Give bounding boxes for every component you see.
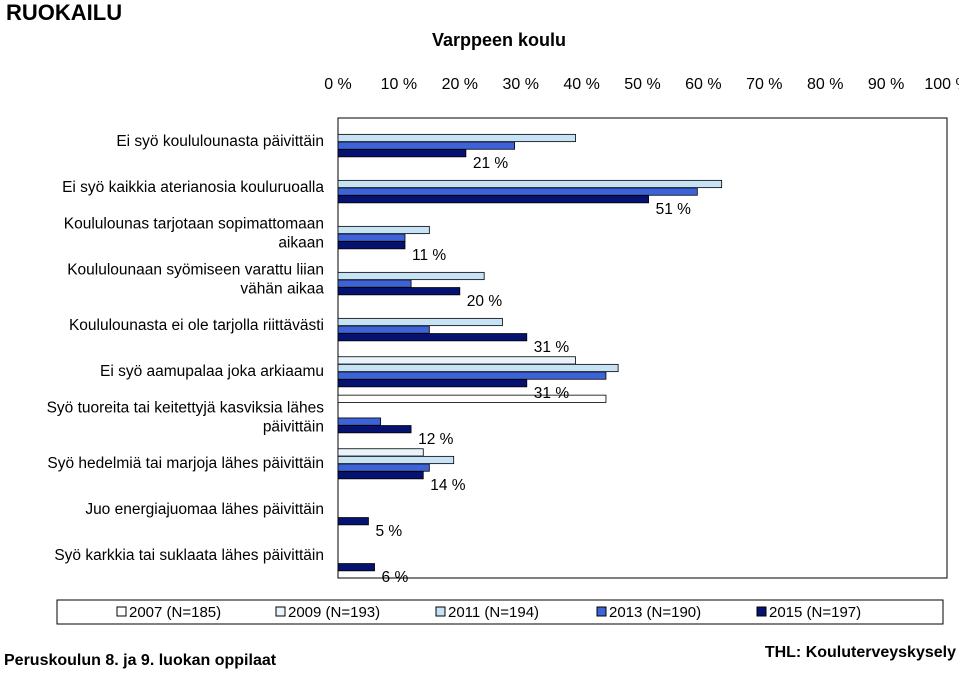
- x-tick-label: 20 %: [442, 76, 478, 93]
- bar: [337, 179, 723, 189]
- bar: [337, 394, 607, 403]
- legend-label: 2009 (N=193): [288, 604, 380, 621]
- legend-label: 2011 (N=194): [448, 604, 539, 621]
- category-label: Ei syö koululounasta päivittäin: [116, 133, 324, 150]
- legend-swatch: [116, 606, 127, 617]
- legend-label: 2015 (N=197): [769, 604, 861, 621]
- x-tick-label: 70 %: [746, 76, 782, 93]
- bar: [337, 463, 430, 472]
- data-label: 51 %: [656, 201, 692, 218]
- bar: [337, 471, 424, 480]
- footer-left: Peruskoulun 8. ja 9. luokan oppilaat: [4, 652, 277, 669]
- bar: [337, 363, 619, 373]
- data-label: 5 %: [375, 523, 402, 540]
- legend-swatch: [596, 606, 607, 617]
- bar: [337, 425, 412, 434]
- bar: [337, 448, 424, 457]
- bar: [337, 195, 649, 204]
- legend-label: 2013 (N=190): [609, 604, 701, 621]
- legend-swatch: [275, 606, 286, 617]
- bar: [337, 187, 698, 196]
- bar: [337, 379, 528, 388]
- category-label: Ei syö kaikkia aterianosia kouluruoalla: [62, 179, 324, 196]
- bar: [337, 279, 412, 288]
- data-label: 11 %: [412, 247, 446, 264]
- category-label: Syö tuoreita tai keitettyjä kasviksia lä…: [47, 400, 325, 436]
- bar: [337, 287, 461, 296]
- bar: [337, 133, 576, 143]
- x-tick-label: 30 %: [502, 76, 538, 93]
- legend-swatch: [435, 606, 446, 617]
- bar: [337, 225, 430, 235]
- data-label: 14 %: [430, 477, 466, 494]
- bar: [337, 271, 485, 281]
- bar: [337, 325, 430, 334]
- data-label: 6 %: [382, 569, 409, 586]
- category-label: Juo energiajuomaa lähes päivittäin: [85, 501, 324, 518]
- bar: [337, 317, 503, 327]
- legend-box: [56, 599, 944, 625]
- data-label: 21 %: [473, 155, 509, 172]
- data-label: 31 %: [534, 339, 570, 356]
- category-label: Koululounaan syömiseen varattu liian vähä…: [67, 262, 324, 298]
- x-tick-label: 10 %: [381, 76, 417, 93]
- category-label: Syö karkkia tai suklaata lähes päivittäi…: [54, 547, 324, 564]
- bar: [337, 333, 528, 342]
- x-tick-label: 90 %: [868, 76, 904, 93]
- legend-label: 2007 (N=185): [129, 604, 221, 621]
- data-label: 12 %: [418, 431, 454, 448]
- category-label: Syö hedelmiä tai marjoja lähes päivittäi…: [47, 455, 324, 472]
- category-label: Ei syö aamupalaa joka arkiaamu: [100, 363, 324, 380]
- bar: [337, 455, 455, 465]
- x-tick-label: 0 %: [324, 76, 352, 93]
- page-heading: RUOKAILU: [6, 0, 123, 25]
- bar: [337, 141, 516, 150]
- bar: [337, 241, 406, 250]
- bar: [337, 517, 369, 526]
- x-tick-label: 80 %: [807, 76, 843, 93]
- bar: [337, 356, 576, 365]
- bar: [337, 417, 382, 426]
- footer-right: THL: Kouluterveyskysely: [764, 644, 956, 661]
- data-label: 20 %: [467, 293, 503, 310]
- bar: [337, 233, 406, 242]
- category-label: Koululounasta ei ole tarjolla riittäväst…: [69, 317, 324, 334]
- bar: [337, 371, 607, 380]
- category-label: Koululounas tarjotaan sopimattomaan aikaa…: [64, 216, 324, 252]
- plot-area: [337, 117, 948, 579]
- data-label: 31 %: [534, 385, 570, 402]
- bar: [337, 563, 375, 572]
- chart-title: Varppeen koulu: [431, 30, 567, 50]
- x-tick-label: 60 %: [685, 76, 721, 93]
- x-tick-label: 40 %: [563, 76, 599, 93]
- bar: [337, 149, 467, 158]
- x-tick-label: 100 %: [924, 76, 959, 93]
- x-tick-label: 50 %: [624, 76, 660, 93]
- legend-swatch: [756, 606, 767, 617]
